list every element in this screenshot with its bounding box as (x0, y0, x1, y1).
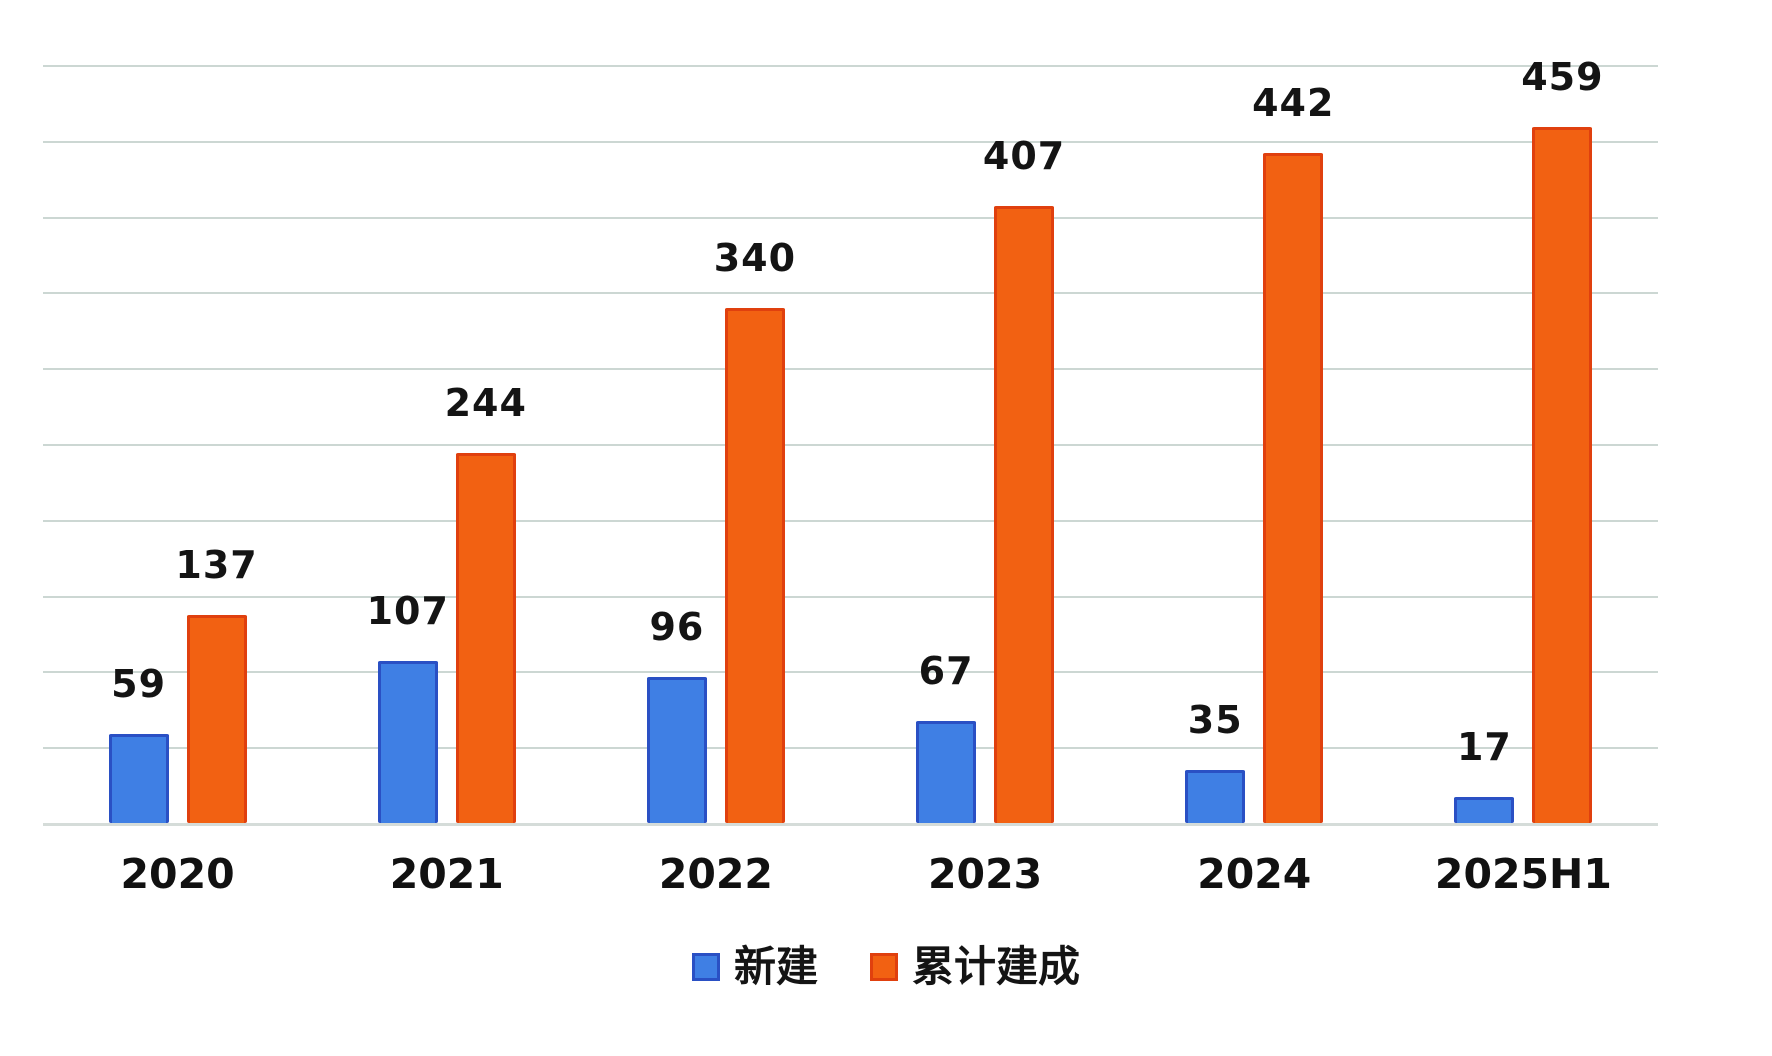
x-axis-baseline (43, 823, 1658, 826)
value-label-cumulative-2020: 137 (175, 543, 258, 588)
bar-cumulative-2022 (724, 307, 785, 823)
x-tick-label-2021: 2021 (389, 850, 504, 898)
value-label-new-2020: 59 (111, 661, 167, 706)
legend-item-new: 新建 (691, 942, 818, 991)
bar-new-2025H1 (1454, 797, 1515, 823)
legend-label: 新建 (733, 942, 818, 991)
gridline-150 (43, 595, 1658, 598)
value-label-cumulative-2023: 407 (982, 133, 1066, 178)
gridline-350 (43, 292, 1658, 295)
x-tick-label-2023: 2023 (928, 850, 1043, 898)
gridline-500 (43, 65, 1658, 67)
legend-swatch-icon (691, 953, 720, 981)
bar-new-2024 (1185, 769, 1246, 823)
bar-cumulative-2020 (186, 615, 247, 823)
gridline-450 (43, 140, 1658, 143)
gridline-400 (43, 216, 1658, 219)
bar-cumulative-2024 (1263, 152, 1324, 823)
bar-new-2021 (377, 660, 438, 823)
value-label-cumulative-2021: 244 (444, 381, 527, 426)
value-label-cumulative-2022: 340 (713, 235, 797, 280)
gridline-100 (43, 671, 1658, 674)
bar-cumulative-2023 (994, 205, 1055, 823)
bar-new-2023 (916, 721, 977, 823)
value-label-cumulative-2025H1: 459 (1521, 55, 1604, 100)
value-label-new-2025H1: 17 (1456, 725, 1512, 770)
bar-cumulative-2021 (455, 453, 516, 823)
bar-new-2022 (646, 677, 707, 823)
value-label-new-2022: 96 (649, 605, 705, 650)
value-label-new-2024: 35 (1187, 697, 1243, 742)
x-tick-label-2022: 2022 (658, 850, 773, 898)
legend: 新建 累计建成 (0, 944, 1772, 990)
gridline-200 (43, 519, 1658, 522)
gridline-50 (43, 747, 1658, 750)
gridline-250 (43, 444, 1658, 446)
legend-label: 累计建成 (912, 942, 1081, 991)
value-label-new-2021: 107 (366, 588, 449, 633)
x-tick-label-2025H1: 2025H1 (1434, 850, 1612, 898)
legend-swatch-icon (870, 953, 898, 981)
legend-item-cumulative: 累计建成 (870, 944, 1080, 990)
value-label-new-2023: 67 (918, 649, 974, 694)
bar-new-2020 (108, 733, 169, 823)
gridline-300 (43, 368, 1658, 371)
x-tick-label-2024: 2024 (1197, 850, 1312, 898)
x-tick-label-2020: 2020 (120, 850, 235, 898)
bar-cumulative-2025H1 (1532, 127, 1593, 823)
value-label-cumulative-2024: 442 (1252, 80, 1335, 125)
